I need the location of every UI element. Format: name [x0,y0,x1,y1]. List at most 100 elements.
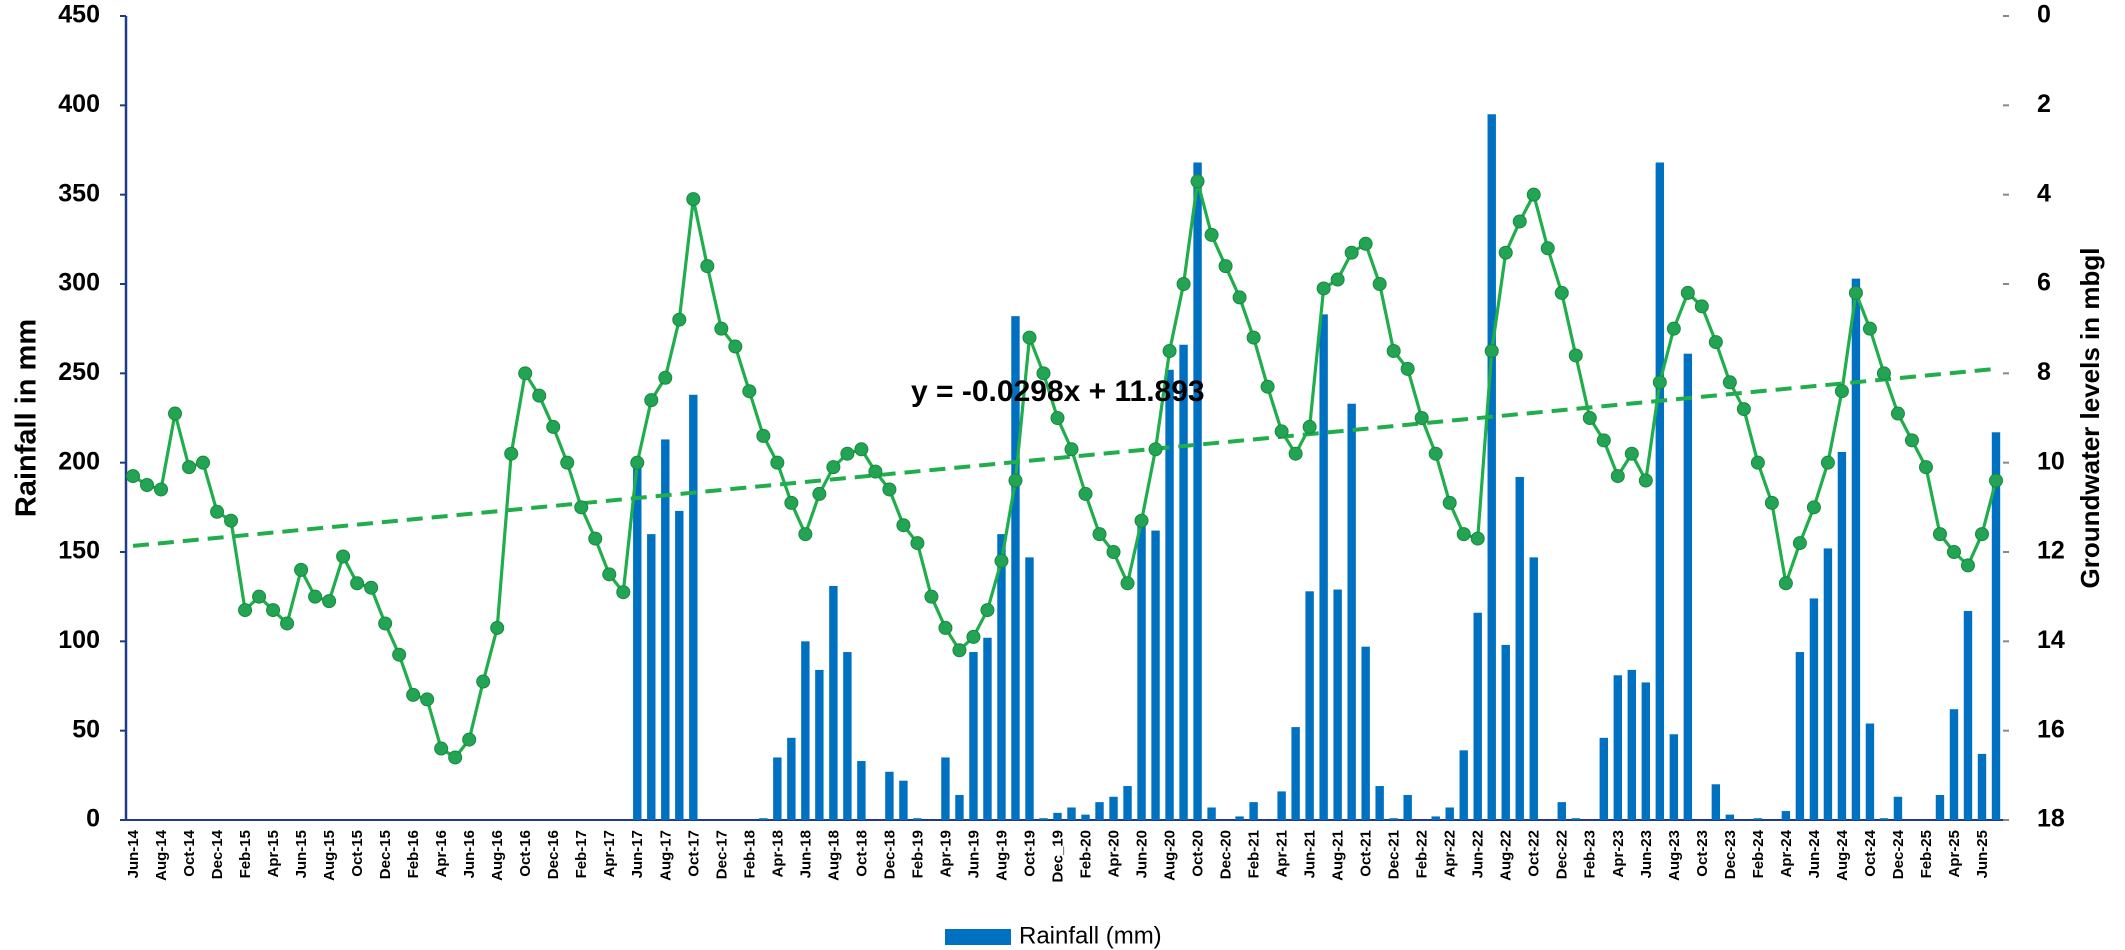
trendline-equation: y = -0.0298x + 11.893 [911,375,1205,408]
line-marker [1456,527,1471,542]
line-marker [1848,285,1863,300]
bar [1823,548,1833,820]
bar [1053,812,1062,820]
line-marker [1162,344,1177,358]
line-marker [1722,375,1737,390]
line-marker [1260,379,1275,394]
bar [1837,451,1847,820]
x-tick-label: Jun-16 [461,830,478,878]
line-marker [476,674,491,689]
line-marker [700,259,715,274]
line-marker [1106,545,1121,559]
line-marker [168,406,183,421]
line-marker [238,603,253,618]
line-marker [938,620,953,635]
line-marker [1372,277,1387,291]
line-marker [910,536,925,551]
y2-tick-label: 14 [2037,626,2065,654]
bar [1669,734,1679,820]
line-marker [1736,402,1751,417]
bar [1347,403,1356,820]
bar [969,652,978,820]
bar [1039,818,1048,820]
y-tick-label: 350 [58,179,100,207]
legend-label: Rainfall (mm) [1019,922,1162,949]
line-marker [630,455,645,470]
x-tick-label: Dec-21 [1386,830,1403,879]
line-marker [1624,446,1639,461]
line-marker [574,500,589,515]
line-marker [224,513,239,528]
line-marker [1330,272,1345,287]
x-tick-label: Oct-23 [1694,830,1711,877]
line-marker [1610,469,1625,484]
bar [899,780,908,820]
line-marker [770,455,785,470]
line-marker [448,750,463,765]
bar [1809,598,1819,820]
x-tick-label: Feb-21 [1246,830,1263,878]
line-marker [742,384,757,399]
line-marker [994,553,1009,568]
bar [1893,796,1903,820]
bar [857,761,866,820]
line-marker [1064,442,1079,457]
line-marker [1036,366,1051,381]
bar [1935,794,1945,820]
line-marker [1638,473,1653,488]
line-marker [728,339,743,354]
x-tick-label: Jun-18 [797,830,814,878]
line [132,179,1998,760]
bar [1137,516,1146,820]
bar [1501,644,1510,820]
line-marker [672,312,687,327]
line-marker [504,446,519,461]
x-tick-label: Dec-14 [209,829,226,879]
line-marker [588,531,603,546]
x-tick-label: Dec-18 [881,830,898,879]
x-tick-label: Apr-25 [1946,830,1963,878]
y-tick-label: 400 [58,90,100,118]
x-tick-label: Aug-20 [1162,830,1179,881]
x-tick-label: Jun-25 [1974,830,1991,878]
bar [1151,530,1160,820]
line-marker [896,518,911,533]
x-tick-label: Jun-22 [1470,830,1487,878]
bar [1599,737,1608,820]
x-tick-label: Jun-21 [1302,830,1319,878]
x-tick-label: Oct-19 [1021,830,1038,877]
x-tick-label: Dec_19 [1049,830,1066,883]
line-marker [1876,366,1891,381]
bar [885,771,894,820]
y2-tick-label: 16 [2037,715,2065,743]
line-marker [1148,442,1163,457]
bar [1431,816,1440,820]
line-marker [294,562,309,577]
line-marker [1400,361,1415,376]
x-tick-label: Oct-22 [1526,830,1543,877]
line-marker [1834,384,1849,399]
line-marker [1708,335,1723,350]
bar [1025,557,1034,820]
x-tick-label: Aug-19 [993,830,1010,881]
line-marker [140,478,155,492]
line-marker [1008,473,1023,488]
line-marker [1176,277,1191,291]
line-marker [1190,174,1205,189]
line-marker [798,527,813,542]
bar [1459,750,1468,820]
line-marker [434,741,449,756]
bar [1711,784,1721,820]
line-marker [182,460,197,475]
x-tick-label: Jun-17 [629,830,646,878]
x-tick-label: Oct-21 [1358,830,1375,877]
line-marker [252,589,267,604]
x-tick-label: Oct-14 [181,829,198,876]
line-marker [1680,285,1695,300]
x-tick-label: Feb-17 [573,830,590,878]
bar [1249,802,1258,820]
line-marker [1806,500,1821,515]
x-tick-label: Jun-15 [293,830,310,878]
bar [1655,162,1665,821]
line-marker [1890,406,1905,421]
